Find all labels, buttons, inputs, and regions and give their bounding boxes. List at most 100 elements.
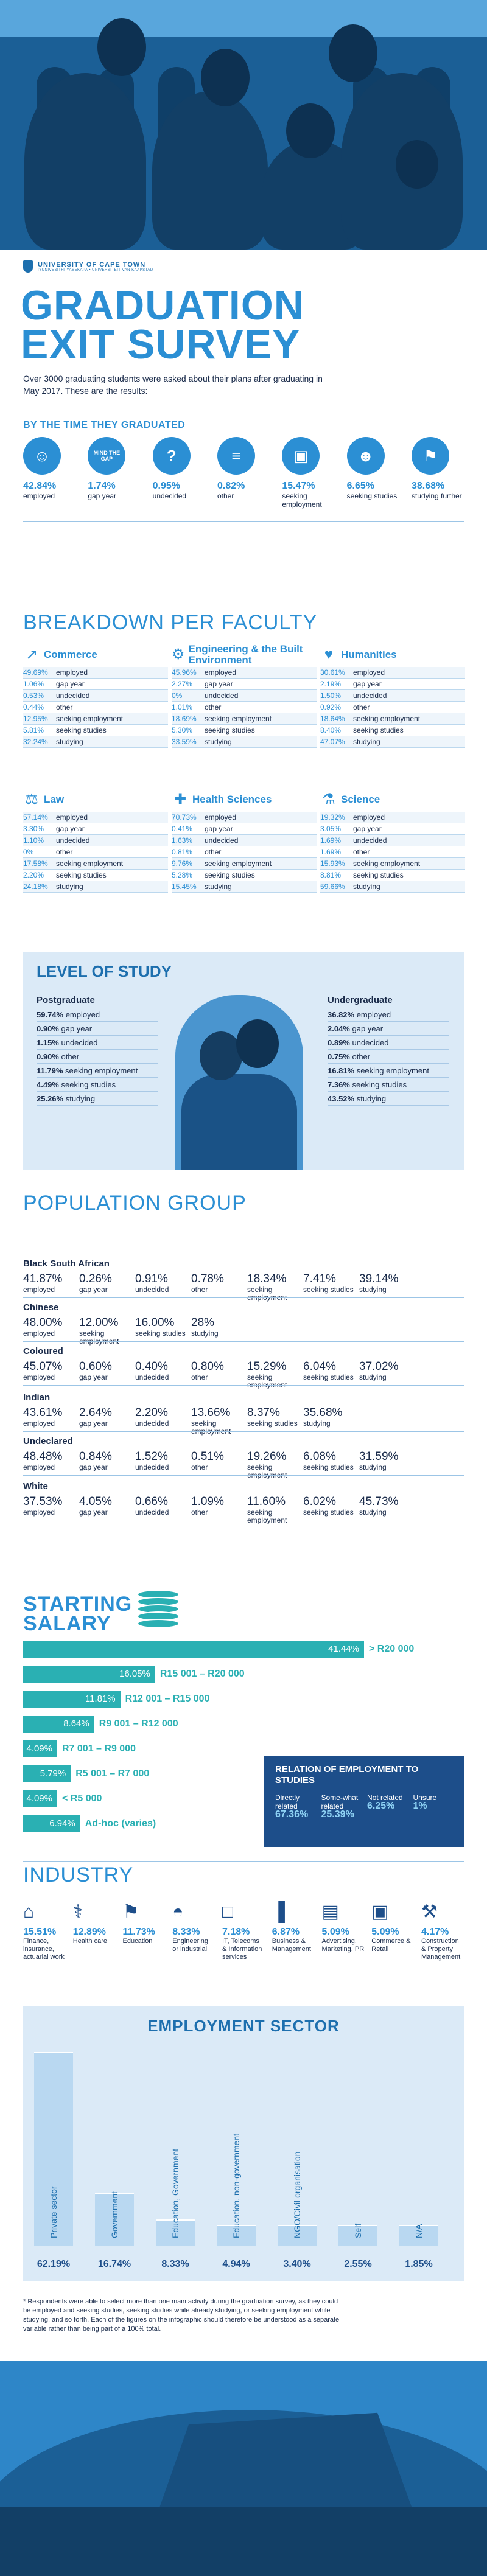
page-title: GRADUATION EXIT SURVEY (21, 282, 304, 368)
population-label: seeking studies (247, 1419, 298, 1428)
chart-icon: ▐ (272, 1902, 286, 1922)
industry-heading: INDUSTRY (23, 1863, 134, 1887)
faculty-row: 70.73% employed (172, 812, 317, 823)
faculty-block: ♥ Humanities 30.61% employed 2.19% gap year 1.… (320, 644, 465, 748)
industry-label: Finance, insurance, actuarial work (23, 1938, 65, 1961)
university-logo: UNIVERSITY OF CAPE TOWN IYUNIVESITHI YAS… (23, 260, 153, 273)
level-row: 25.26% studying (37, 1092, 158, 1106)
population-group: Chinese 48.00% employed 12.00% seeking emplo… (23, 1302, 464, 1346)
population-cell: 37.02% studying (359, 1360, 415, 1389)
level-pct: 16.81% (328, 1066, 355, 1075)
salary-bar: 16.05% (23, 1666, 155, 1683)
graduated-pct: 42.84% (23, 481, 57, 491)
level-label: studying (354, 1094, 387, 1103)
population-cell: 39.14% studying (359, 1272, 415, 1302)
population-pct: 0.84% (79, 1450, 112, 1463)
faculty-label: studying (353, 882, 380, 891)
industry-pct: 6.87% (272, 1927, 300, 1937)
relation-pct: 6.25% (367, 1801, 395, 1811)
relation-heading: RELATION OF EMPLOYMENT TO STUDIES (275, 1764, 419, 1785)
faculty-pct: 32.24% (23, 738, 48, 746)
population-pct: 0.26% (79, 1272, 112, 1285)
faculty-row: 1.01% other (172, 702, 317, 713)
faculty-pct: 1.63% (172, 836, 193, 845)
level-pct: 0.90% (37, 1052, 59, 1061)
faculty-row: 8.40% seeking studies (320, 725, 465, 736)
faculty-label: seeking studies (56, 871, 107, 879)
faculty-pct: 9.76% (172, 859, 193, 868)
faculty-icon: ✚ (173, 791, 187, 808)
faculty-row: 8.81% seeking studies (320, 870, 465, 881)
industry-label: Education (122, 1938, 153, 1945)
relation-pct: 25.39% (321, 1809, 354, 1820)
faculty-pct: 0.53% (23, 691, 44, 700)
faculty-name: Humanities (341, 649, 397, 660)
faculty-label: undecided (56, 691, 90, 700)
level-row: 16.81% seeking employment (328, 1064, 449, 1078)
level-label: seeking studies (349, 1080, 407, 1089)
population-cell: 0.60% gap year (79, 1360, 135, 1389)
level-pct: 0.90% (37, 1024, 59, 1033)
faculty-pct: 2.20% (23, 871, 44, 879)
sector-bar: Government (95, 2191, 134, 2246)
industry-label: Engineering or industrial (172, 1938, 208, 1953)
industry-label: Business & Management (272, 1938, 311, 1953)
industry-item: □ 7.18% IT, Telecoms & Information service… (222, 1900, 265, 1961)
salary-bar: 4.09% (23, 1740, 57, 1757)
population-group: White 37.53% employed 4.05% gap year 0.66% und… (23, 1481, 464, 1524)
population-label: undecided (135, 1508, 169, 1517)
population-cell: 1.52% undecided (135, 1450, 191, 1479)
salary-label: R9 001 – R12 000 (99, 1719, 178, 1729)
population-cell: 6.02% seeking studies (303, 1495, 359, 1524)
industry-item: ▤ 5.09% Advertising, Marketing, PR (322, 1900, 365, 1961)
faculty-pct: 0.92% (320, 703, 342, 711)
relation-label: Directly related (275, 1793, 300, 1810)
population-row: 48.48% employed 0.84% gap year 1.52% undecide… (23, 1450, 464, 1479)
divider (23, 1297, 464, 1298)
population-label: seeking employment (79, 1329, 119, 1346)
graduated-stat: ? 0.95% undecided (152, 437, 205, 509)
population-pct: 48.00% (23, 1316, 63, 1329)
faculty-row: 0.53% undecided (23, 690, 168, 702)
faculty-icon: ⚗ (322, 791, 335, 808)
population-pct: 18.34% (247, 1272, 287, 1285)
faculty-pct: 1.01% (172, 703, 193, 711)
relation-label: Unsure (413, 1793, 437, 1802)
level-pct: 11.79% (37, 1066, 63, 1075)
graduate-icon: ⚑ (411, 437, 449, 475)
population-label: gap year (79, 1463, 108, 1471)
graduated-label: seeking studies (346, 492, 398, 500)
faculty-label: undecided (353, 836, 387, 845)
faculty-header: ✚ Health Sciences (172, 789, 317, 811)
faculty-label: gap year (353, 680, 382, 688)
population-pct: 0.80% (191, 1360, 224, 1373)
population-pct: 6.02% (303, 1495, 336, 1508)
salary-bar: 5.79% (23, 1765, 71, 1782)
population-row: 45.07% employed 0.60% gap year 0.40% undecide… (23, 1360, 464, 1389)
faculty-row: 2.27% gap year (172, 679, 317, 690)
faculty-rows: 19.32% employed 3.05% gap year 1.69% undecide… (320, 812, 465, 893)
industry-label: Commerce & Retail (371, 1938, 411, 1953)
faculty-name: Commerce (44, 649, 97, 660)
sector-bar: Private sector (34, 2052, 73, 2246)
table-mountain-photo (0, 2361, 487, 2576)
faculty-row: 0.44% other (23, 702, 168, 713)
level-row: 7.36% seeking studies (328, 1078, 449, 1092)
level-label: seeking studies (58, 1080, 116, 1089)
faculty-block: ✚ Health Sciences 70.73% employed 0.41% gap y… (172, 789, 317, 893)
divider (23, 1385, 464, 1386)
faculty-pct: 1.69% (320, 848, 342, 856)
graduated-heading: BY THE TIME THEY GRADUATED (23, 420, 186, 430)
population-cell: 48.00% employed (23, 1316, 79, 1346)
population-label: seeking studies (135, 1329, 186, 1338)
population-pct: 8.37% (247, 1406, 280, 1419)
sector-name: NGO/Civil organisation (292, 2151, 302, 2238)
relation-pct: 67.36% (275, 1809, 309, 1820)
population-pct: 0.66% (135, 1495, 168, 1508)
population-label: gap year (79, 1419, 108, 1428)
faculty-label: employed (56, 813, 88, 822)
graduated-stats: ☺ 42.84% employed MIND THE GAP 1.74% gap year… (23, 437, 464, 509)
faculty-row: 1.69% other (320, 846, 465, 858)
faculty-row: 24.18% studying (23, 881, 168, 893)
faculty-row: 9.76% seeking employment (172, 858, 317, 870)
